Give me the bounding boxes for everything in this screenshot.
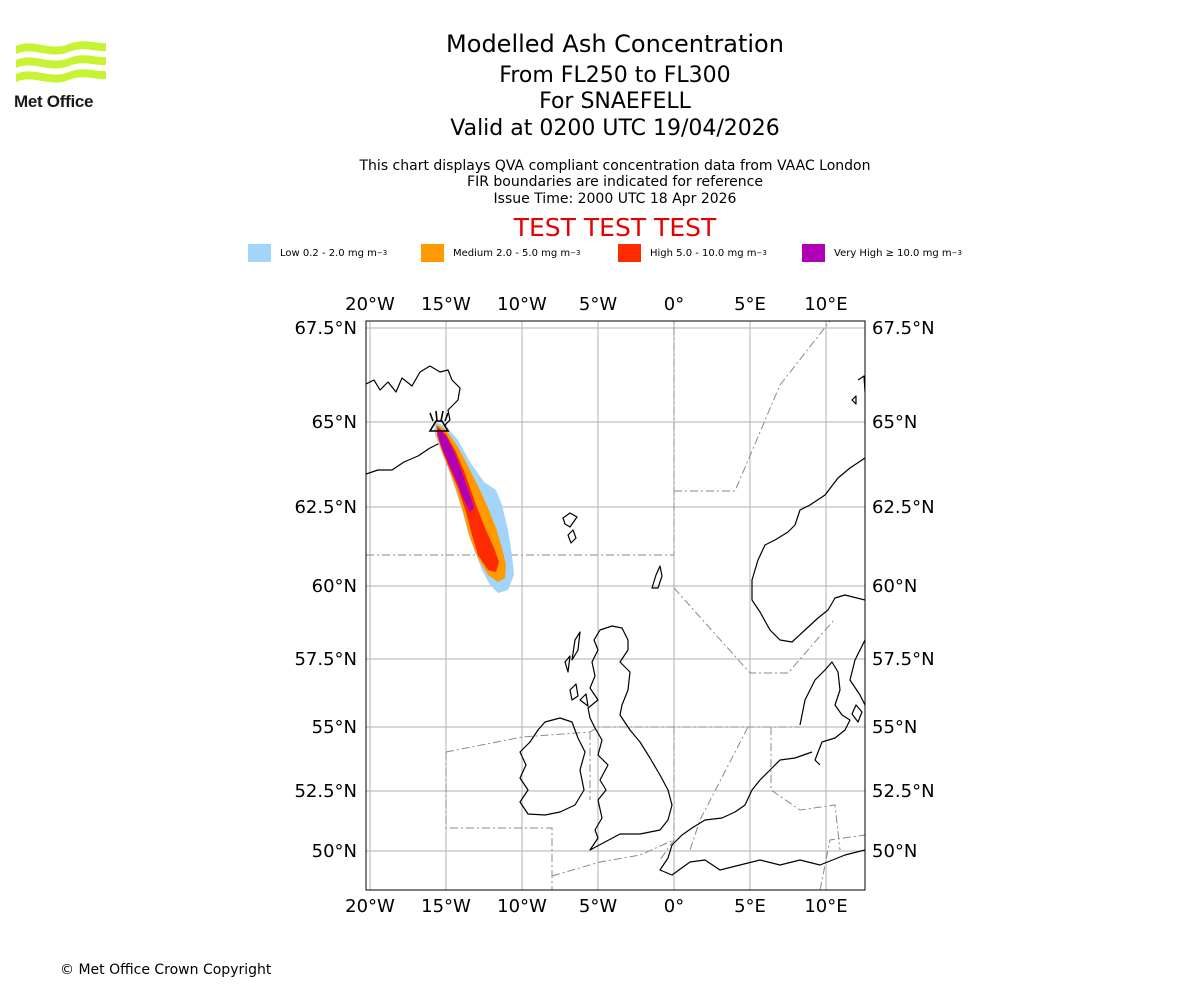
fir-note: FIR boundaries are indicated for referen… — [467, 174, 763, 190]
legend-item-high: High 5.0 - 10.0 mg m −3 — [618, 244, 767, 262]
lon-tick-label: 20°W — [345, 896, 395, 917]
lat-tick-label: 57.5°N — [294, 649, 357, 670]
legend-unit-sup: −3 — [951, 249, 962, 257]
legend-unit-sup: −3 — [376, 249, 388, 257]
lat-tick-label: 67.5°N — [294, 318, 357, 339]
copyright: © Met Office Crown Copyright — [60, 962, 272, 978]
legend-label-high: High 5.0 - 10.0 mg m — [650, 247, 757, 259]
graticule — [366, 321, 865, 890]
flight-level-range: From FL250 to FL300 — [499, 63, 731, 88]
lat-tick-label: 65°N — [312, 412, 357, 433]
chart-title: Modelled Ash Concentration — [446, 30, 784, 58]
legend-label-very-high: Very High ≥ 10.0 mg m — [834, 247, 952, 259]
volcano-icon — [428, 410, 450, 432]
coast-norway — [751, 457, 865, 643]
legend-label-medium: Medium 2.0 - 5.0 mg m — [453, 247, 571, 259]
lon-labels-bottom: 20°W 15°W 10°W 5°W 0° 5°E 10°E — [345, 896, 847, 917]
lon-tick-label: 15°W — [421, 294, 471, 315]
lon-tick-label: 10°E — [804, 896, 847, 917]
met-office-logo — [16, 41, 106, 83]
lat-tick-label: 52.5°N — [872, 781, 935, 802]
lon-tick-label: 5°W — [579, 294, 617, 315]
lat-tick-label: 67.5°N — [872, 318, 935, 339]
lat-tick-label: 50°N — [872, 841, 917, 862]
wave-logo-icon — [16, 41, 106, 83]
lat-tick-label: 62.5°N — [872, 497, 935, 518]
lat-labels-left: 67.5°N 65°N 62.5°N 60°N 57.5°N 55°N 52.5… — [294, 318, 357, 862]
lat-tick-label: 52.5°N — [294, 781, 357, 802]
lat-tick-label: 62.5°N — [294, 497, 357, 518]
legend-item-very-high: Very High ≥ 10.0 mg m −3 — [802, 244, 962, 262]
legend-label-low: Low 0.2 - 2.0 mg m — [280, 247, 377, 259]
lat-labels-right: 67.5°N 65°N 62.5°N 60°N 57.5°N 55°N 52.5… — [872, 318, 935, 862]
volcano-name: For SNAEFELL — [539, 89, 691, 114]
legend-unit-sup: −3 — [570, 249, 581, 257]
coast-great-britain — [587, 625, 673, 851]
logo-text: Met Office — [14, 92, 94, 111]
lat-tick-label: 57.5°N — [872, 649, 935, 670]
coast-denmark — [799, 661, 851, 766]
legend-swatch-low — [248, 244, 271, 262]
coast-sweden — [849, 639, 865, 706]
coast-hebrides — [564, 631, 581, 673]
legend-item-low: Low 0.2 - 2.0 mg m −3 — [248, 244, 387, 262]
fir-boundaries — [366, 321, 865, 890]
coast-ireland — [519, 717, 586, 816]
lat-tick-label: 55°N — [872, 717, 917, 738]
lon-tick-label: 20°W — [345, 294, 395, 315]
valid-time: Valid at 0200 UTC 19/04/2026 — [450, 116, 780, 141]
test-banner: TEST TEST TEST — [513, 213, 717, 242]
coast-faroe — [562, 512, 578, 544]
legend-swatch-very-high — [802, 244, 825, 262]
coast-iceland — [366, 365, 461, 475]
lon-tick-label: 0° — [664, 896, 684, 917]
plume-very-high — [438, 428, 474, 512]
coastlines — [366, 365, 865, 876]
lon-tick-label: 15°W — [421, 896, 471, 917]
coast-continent — [659, 751, 865, 876]
issue-time: Issue Time: 2000 UTC 18 Apr 2026 — [493, 191, 737, 207]
lon-tick-label: 10°E — [804, 294, 847, 315]
lat-tick-label: 50°N — [312, 841, 357, 862]
lat-tick-label: 60°N — [312, 576, 357, 597]
lon-tick-label: 5°E — [734, 896, 766, 917]
legend-swatch-high — [618, 244, 641, 262]
legend-swatch-medium — [421, 244, 444, 262]
ash-plume — [434, 422, 514, 593]
legend-item-medium: Medium 2.0 - 5.0 mg m −3 — [421, 244, 580, 262]
legend-unit-sup: −3 — [756, 249, 767, 257]
map-frame — [365, 320, 866, 891]
lon-tick-label: 10°W — [497, 294, 547, 315]
coast-shetland — [651, 565, 663, 589]
lat-tick-label: 55°N — [312, 717, 357, 738]
lat-tick-label: 65°N — [872, 412, 917, 433]
lon-tick-label: 0° — [664, 294, 684, 315]
lon-labels-top: 20°W 15°W 10°W 5°W 0° 5°E 10°E — [345, 294, 847, 315]
lon-tick-label: 5°E — [734, 294, 766, 315]
description: This chart displays QVA compliant concen… — [359, 158, 871, 174]
lon-tick-label: 10°W — [497, 896, 547, 917]
lat-tick-label: 60°N — [872, 576, 917, 597]
lon-tick-label: 5°W — [579, 896, 617, 917]
